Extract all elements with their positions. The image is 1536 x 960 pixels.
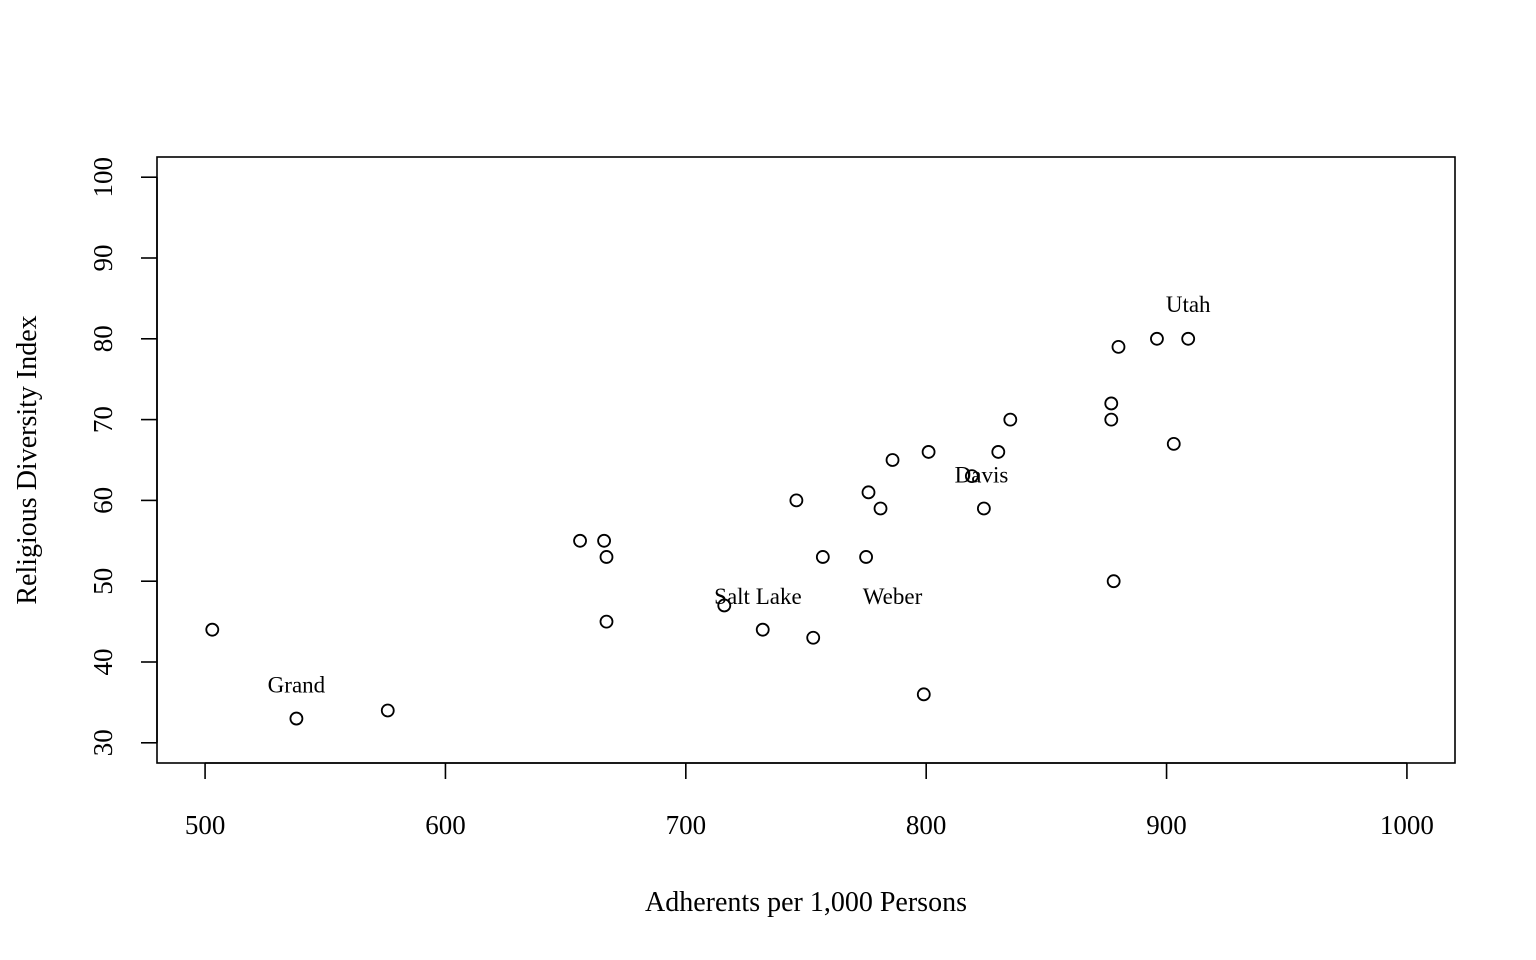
plot-frame	[156, 156, 1456, 764]
data-point	[1104, 396, 1119, 411]
x-tick-label: 600	[425, 810, 466, 840]
data-point	[976, 501, 991, 516]
data-point	[873, 501, 888, 516]
point-label: Davis	[955, 463, 1009, 488]
x-axis: 500 600 700 800 900 1000	[185, 762, 1434, 840]
point-labels: Grand Salt Lake Weber Davis Utah	[268, 292, 1211, 698]
data-point	[921, 445, 936, 459]
data-point	[859, 550, 873, 564]
data-point	[815, 550, 830, 564]
data-point	[861, 485, 876, 500]
y-axis-label: Religious Diversity Index	[12, 315, 43, 604]
x-tick-label: 800	[906, 810, 947, 840]
data-point	[717, 598, 732, 613]
data-point	[1111, 339, 1126, 354]
data-point	[991, 445, 1006, 459]
data-point	[916, 687, 931, 702]
data-point	[1181, 331, 1196, 346]
data-point	[1166, 436, 1181, 451]
x-tick-label: 500	[185, 810, 226, 840]
data-point	[205, 622, 220, 637]
x-axis-label: Adherents per 1,000 Persons	[645, 887, 967, 918]
y-axis: 30 40 50 60 70 80 90 100	[88, 157, 158, 756]
data-point	[1106, 574, 1121, 589]
y-tick-label: 60	[88, 487, 118, 514]
x-tick-label: 1000	[1380, 810, 1434, 840]
y-tick-label: 50	[88, 568, 118, 595]
data-point	[964, 469, 979, 484]
y-tick-label: 100	[88, 157, 118, 198]
data-point	[755, 622, 770, 637]
data-point	[573, 533, 587, 548]
y-tick-label: 90	[88, 245, 118, 272]
data-point	[289, 711, 304, 726]
data-point	[599, 614, 614, 629]
data-point	[597, 533, 611, 548]
data-point	[599, 550, 614, 564]
y-tick-label: 80	[88, 325, 118, 352]
data-point	[380, 703, 395, 718]
data-points	[205, 331, 1196, 726]
data-point	[885, 453, 900, 467]
data-point	[806, 630, 821, 645]
x-tick-label: 900	[1146, 810, 1187, 840]
y-tick-label: 30	[88, 729, 118, 756]
y-tick-label: 70	[88, 406, 118, 433]
data-point	[1104, 412, 1119, 427]
point-label: Grand	[268, 673, 326, 698]
point-label: Salt Lake	[714, 584, 802, 609]
point-label: Weber	[863, 584, 923, 609]
x-tick-label: 700	[666, 810, 707, 840]
data-point	[789, 493, 804, 508]
y-tick-label: 40	[88, 649, 118, 676]
point-label: Utah	[1166, 292, 1211, 317]
data-point	[1150, 331, 1164, 346]
data-point	[1003, 412, 1018, 427]
